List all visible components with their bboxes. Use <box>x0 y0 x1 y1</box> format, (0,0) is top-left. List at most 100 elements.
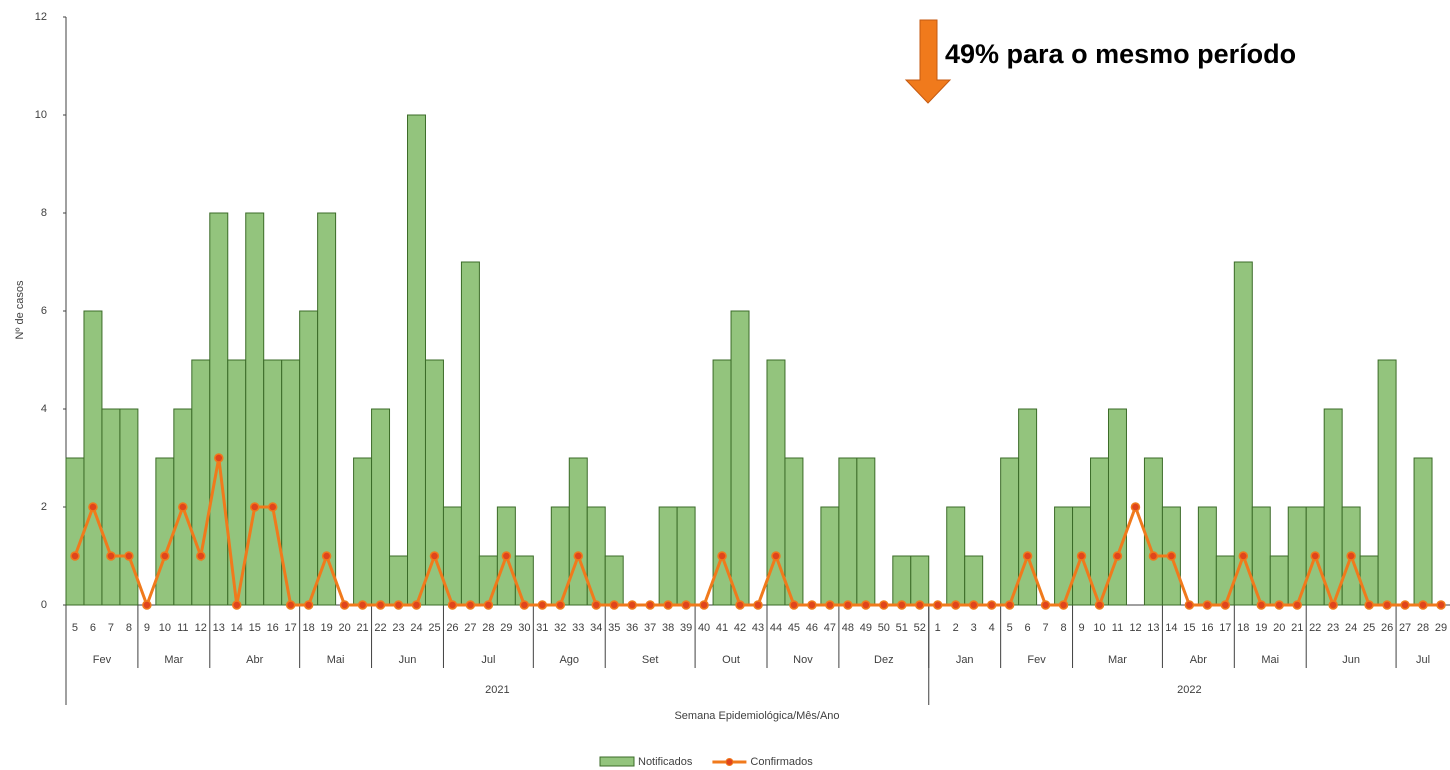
marker <box>537 600 548 610</box>
marker <box>429 551 440 561</box>
bar <box>460 261 480 606</box>
x-tick-label: 47 <box>824 622 836 634</box>
marker <box>735 600 745 610</box>
x-tick-label: 36 <box>626 622 638 634</box>
bar <box>317 212 337 606</box>
months-label: Out <box>722 654 740 666</box>
months-label: Nov <box>793 654 813 666</box>
annotation-arrow <box>904 19 952 104</box>
x-tick-label: 30 <box>518 622 530 634</box>
marker <box>1022 551 1033 561</box>
marker <box>1112 551 1123 561</box>
y-tick-label: 8 <box>41 207 47 219</box>
x-tick-label: 3 <box>971 622 977 634</box>
x-tick-label: 26 <box>446 622 458 634</box>
marker <box>609 600 619 610</box>
x-tick-label: 29 <box>1435 622 1447 634</box>
marker <box>339 600 350 610</box>
x-tick-label: 39 <box>680 622 692 634</box>
x-tick-label: 18 <box>303 622 315 634</box>
bar <box>910 555 930 606</box>
x-tick-label: 7 <box>1043 622 1049 634</box>
marker <box>807 600 817 610</box>
x-tick-label: 21 <box>356 622 368 634</box>
marker <box>393 600 404 610</box>
x-tick-label: 11 <box>177 622 188 634</box>
marker <box>1364 600 1374 610</box>
marker <box>573 551 584 561</box>
x-tick-label: 28 <box>1417 622 1429 634</box>
months-label: Mar <box>1108 654 1127 666</box>
bar <box>65 457 85 606</box>
years-label: 2022 <box>1177 684 1201 696</box>
x-tick-label: 16 <box>267 622 279 634</box>
marker <box>249 502 260 512</box>
marker <box>88 502 98 512</box>
marker <box>1094 600 1105 610</box>
x-tick-label: 49 <box>860 622 872 634</box>
y-tick-label: 4 <box>41 403 47 415</box>
x-tick-label: 27 <box>464 622 476 634</box>
x-tick-label: 12 <box>195 622 207 634</box>
bar <box>371 408 391 606</box>
bar <box>784 457 804 606</box>
y-tick-label: 0 <box>41 599 47 611</box>
y-tick-label: 6 <box>41 305 47 317</box>
y-tick-label: 2 <box>41 501 47 513</box>
x-tick-label: 6 <box>90 622 96 634</box>
x-tick-label: 5 <box>72 622 78 634</box>
x-tick-label: 14 <box>1165 622 1177 634</box>
marker <box>1382 600 1392 610</box>
marker <box>663 600 673 610</box>
bar <box>1000 457 1020 606</box>
x-tick-label: 17 <box>285 622 297 634</box>
marker <box>897 600 907 610</box>
x-tick-label: 46 <box>806 622 818 634</box>
months-label: Mai <box>1261 654 1279 666</box>
months-label: Mar <box>164 654 183 666</box>
bar <box>1377 359 1397 606</box>
marker <box>968 600 979 610</box>
x-tick-label: 27 <box>1399 622 1411 634</box>
x-tick-label: 33 <box>572 622 584 634</box>
bar <box>1233 261 1253 606</box>
x-tick-label: 12 <box>1129 622 1141 634</box>
x-tick-label: 51 <box>896 622 908 634</box>
marker <box>1256 600 1267 610</box>
marker <box>267 502 278 512</box>
marker <box>717 551 727 561</box>
marker <box>375 600 386 610</box>
x-tick-label: 2 <box>953 622 959 634</box>
bar <box>209 212 229 606</box>
marker <box>879 600 889 610</box>
bar <box>604 555 624 606</box>
bar <box>838 457 858 606</box>
x-tick-label: 35 <box>608 622 620 634</box>
marker <box>789 600 799 610</box>
marker <box>1400 600 1410 610</box>
y-axis-label: Nº de casos <box>14 280 26 340</box>
x-tick-label: 34 <box>590 622 602 634</box>
bar <box>712 359 732 606</box>
marker <box>124 551 134 561</box>
bar <box>353 457 373 606</box>
marker <box>1292 600 1302 610</box>
marker <box>1418 600 1428 610</box>
x-tick-label: 8 <box>1060 622 1066 634</box>
bar <box>263 359 283 606</box>
x-tick-label: 10 <box>1093 622 1105 634</box>
marker <box>1310 551 1320 561</box>
legend-label: Notificados <box>638 756 693 768</box>
months-label: Jul <box>1416 654 1430 666</box>
x-tick-label: 45 <box>788 622 800 634</box>
marker <box>843 600 853 610</box>
bar <box>676 506 696 606</box>
bar <box>1215 555 1235 606</box>
marker <box>1220 600 1231 610</box>
bar <box>964 555 984 606</box>
x-tick-label: 21 <box>1291 622 1303 634</box>
bar <box>946 506 966 606</box>
x-tick-label: 1 <box>935 622 941 634</box>
marker <box>196 551 206 561</box>
marker <box>447 600 458 610</box>
